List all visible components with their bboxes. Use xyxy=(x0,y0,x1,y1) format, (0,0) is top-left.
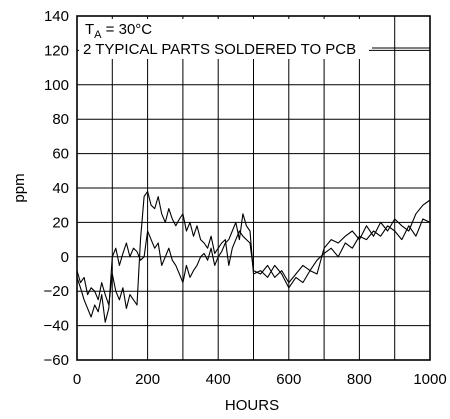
y-tick-label: 100 xyxy=(44,77,69,94)
x-axis-title: HOURS xyxy=(225,397,279,414)
y-tick-label: 60 xyxy=(52,146,69,163)
y-tick-label: −20 xyxy=(44,283,69,300)
y-tick-label: 80 xyxy=(52,111,69,128)
temperature-symbol: T xyxy=(85,21,94,38)
series-line-1 xyxy=(76,190,431,309)
temperature-annotation: TA = 30°C xyxy=(85,21,152,41)
y-tick-label: 20 xyxy=(52,214,69,231)
x-tick-label: 200 xyxy=(135,371,160,388)
annotation-background xyxy=(79,19,369,59)
x-tick-label: 0 xyxy=(73,371,81,388)
x-tick-label: 600 xyxy=(276,371,301,388)
y-tick-label: 140 xyxy=(44,8,69,25)
temperature-subscript: A xyxy=(94,29,102,41)
x-tick-label: 800 xyxy=(347,371,372,388)
series-line-2 xyxy=(76,199,431,323)
x-tick-label: 400 xyxy=(206,371,231,388)
y-axis-title: ppm xyxy=(11,173,28,202)
y-tick-label: 120 xyxy=(44,42,69,59)
temperature-value: = 30°C xyxy=(102,21,153,38)
plot-frame xyxy=(76,15,431,361)
parts-annotation: 2 TYPICAL PARTS SOLDERED TO PCB xyxy=(83,41,356,58)
series-layer xyxy=(76,190,431,323)
y-tick-label: 40 xyxy=(52,180,69,197)
y-tick-label: 0 xyxy=(61,249,69,266)
y-tick-label: −60 xyxy=(44,352,69,369)
grid xyxy=(77,16,430,360)
y-tick-label: −40 xyxy=(44,318,69,335)
x-tick-label: 1000 xyxy=(413,371,446,388)
y-tick-labels: −60 −40 −20 0 20 40 60 80 100 120 140 xyxy=(44,8,69,369)
x-tick-labels: 0 200 400 600 800 1000 xyxy=(73,371,447,388)
